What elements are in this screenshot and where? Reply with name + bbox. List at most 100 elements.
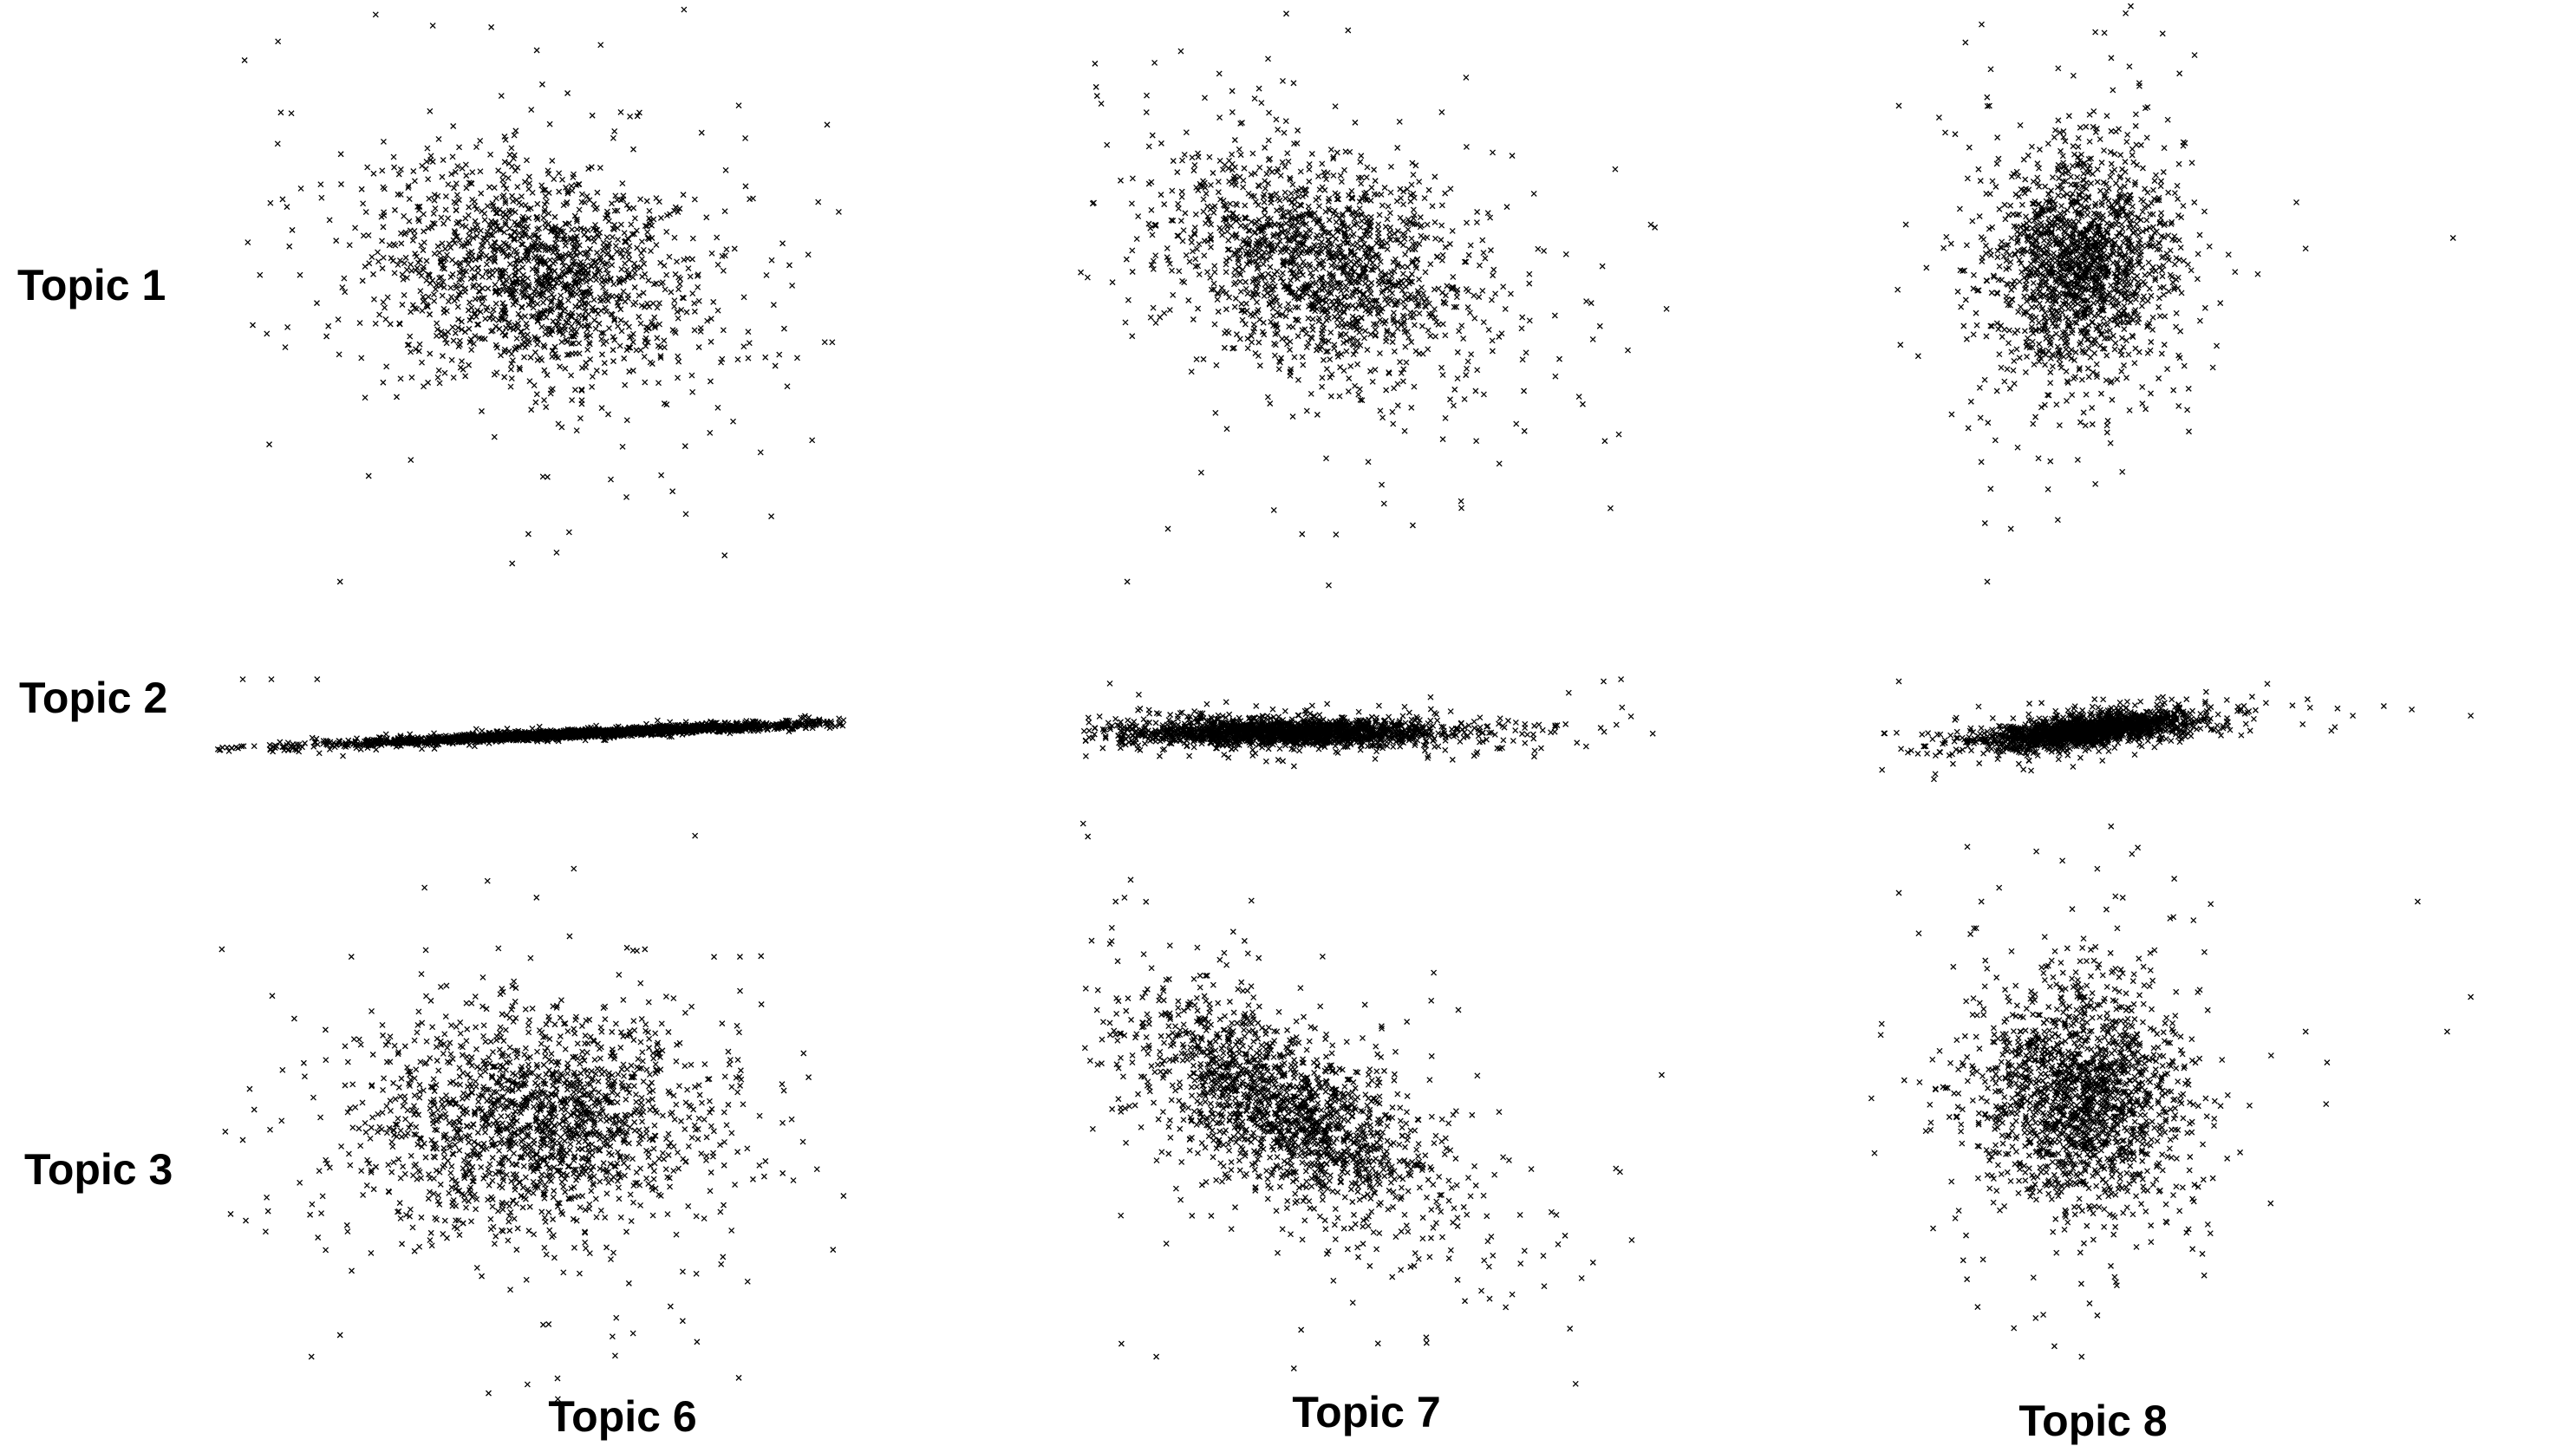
scatter-point — [1541, 247, 1548, 254]
scatter-point — [1411, 383, 1418, 390]
scatter-point — [453, 206, 460, 213]
scatter-point — [431, 192, 438, 199]
scatter-point — [1463, 144, 1470, 150]
scatter-point — [1285, 158, 1292, 165]
scatter-point — [543, 295, 550, 302]
scatter-point — [2098, 199, 2105, 205]
scatter-point — [2123, 139, 2130, 146]
scatter-point — [448, 356, 455, 363]
scatter-point — [2120, 319, 2127, 326]
scatter-point — [434, 374, 441, 381]
scatter-point — [631, 215, 638, 222]
scatter-point — [1947, 240, 1954, 247]
scatter-point — [1978, 459, 1985, 466]
scatter-point — [533, 391, 540, 398]
scatter-point — [1118, 177, 1124, 184]
scatter-point — [1993, 388, 2000, 394]
scatter-point — [2007, 525, 2014, 532]
scatter-point — [585, 166, 592, 173]
scatter-point — [366, 260, 373, 267]
scatter-point — [441, 265, 447, 272]
scatter-point — [1238, 301, 1245, 308]
scatter-point — [2155, 375, 2162, 381]
scatter-point — [615, 303, 622, 309]
scatter-point — [1148, 206, 1155, 213]
scatter-point — [644, 339, 651, 346]
scatter-point — [576, 340, 583, 347]
scatter-point — [1211, 203, 1218, 210]
scatter-point — [571, 249, 578, 256]
scatter-point — [577, 258, 584, 265]
scatter-point — [2071, 151, 2077, 158]
scatter-point — [391, 164, 398, 171]
scatter-point — [1438, 109, 1445, 115]
scatter-point — [419, 307, 426, 314]
scatter-point — [1518, 325, 1525, 332]
scatter-point — [1303, 407, 1310, 414]
scatter-point — [1379, 318, 1386, 325]
scatter-point — [608, 476, 614, 483]
scatter-point — [1454, 348, 1461, 355]
scatter-point — [424, 303, 431, 309]
scatter-point — [671, 207, 678, 214]
scatter-point — [564, 297, 571, 303]
scatter-point — [1345, 27, 1352, 34]
scatter-point — [1261, 292, 1268, 299]
scatter-point — [455, 316, 462, 322]
scatter-point — [2149, 211, 2156, 218]
scatter-point — [543, 404, 550, 411]
scatter-point — [430, 291, 437, 298]
scatter-point — [2002, 216, 2009, 223]
scatter-point — [1348, 187, 1355, 194]
scatter-point — [525, 275, 532, 282]
scatter-point — [1144, 92, 1150, 99]
scatter-point — [368, 253, 375, 260]
scatter-point — [610, 281, 617, 288]
scatter-panel-topic-1-vs-topic-6 — [241, 6, 842, 585]
scatter-point — [583, 364, 590, 371]
scatter-point — [398, 240, 405, 247]
scatter-point — [1236, 335, 1243, 342]
scatter-point — [2029, 338, 2036, 345]
scatter-point — [620, 288, 627, 295]
scatter-point — [1956, 205, 1963, 212]
scatter-point — [1269, 277, 1276, 284]
scatter-point — [337, 151, 344, 158]
scatter-point — [1489, 337, 1496, 344]
scatter-point — [1189, 154, 1196, 161]
scatter-point — [1260, 319, 1267, 326]
scatter-point — [450, 337, 457, 344]
scatter-point — [1273, 116, 1280, 123]
scatter-point — [2058, 147, 2064, 154]
scatter-point — [406, 218, 413, 225]
scatter-point — [439, 240, 446, 247]
scatter-point — [1464, 304, 1471, 310]
scatter-point — [1256, 362, 1263, 369]
scatter-point — [1246, 235, 1253, 242]
scatter-point — [2030, 178, 2037, 185]
scatter-point — [1987, 66, 1994, 73]
scatter-point — [1439, 371, 1446, 378]
scatter-point — [1397, 359, 1404, 366]
scatter-point — [2119, 225, 2126, 232]
scatter-point — [794, 355, 800, 362]
scatter-point — [606, 325, 612, 331]
scatter-point — [466, 362, 473, 368]
scatter-point — [1379, 414, 1386, 421]
scatter-point — [2015, 309, 2022, 316]
scatter-point — [1969, 218, 1976, 225]
scatter-point — [390, 241, 397, 248]
scatter-point — [426, 311, 433, 318]
scatter-point — [1535, 245, 1542, 252]
scatter-point — [1255, 85, 1262, 92]
scatter-point — [2094, 166, 2101, 173]
scatter-point — [2069, 163, 2076, 169]
scatter-point — [532, 349, 538, 355]
scatter-point — [590, 238, 597, 245]
scatter-point — [600, 239, 607, 246]
scatter-point — [2074, 173, 2081, 180]
scatter-point — [642, 379, 649, 386]
scatter-point — [740, 294, 747, 301]
scatter-point — [2146, 285, 2153, 292]
scatter-point — [605, 411, 611, 418]
